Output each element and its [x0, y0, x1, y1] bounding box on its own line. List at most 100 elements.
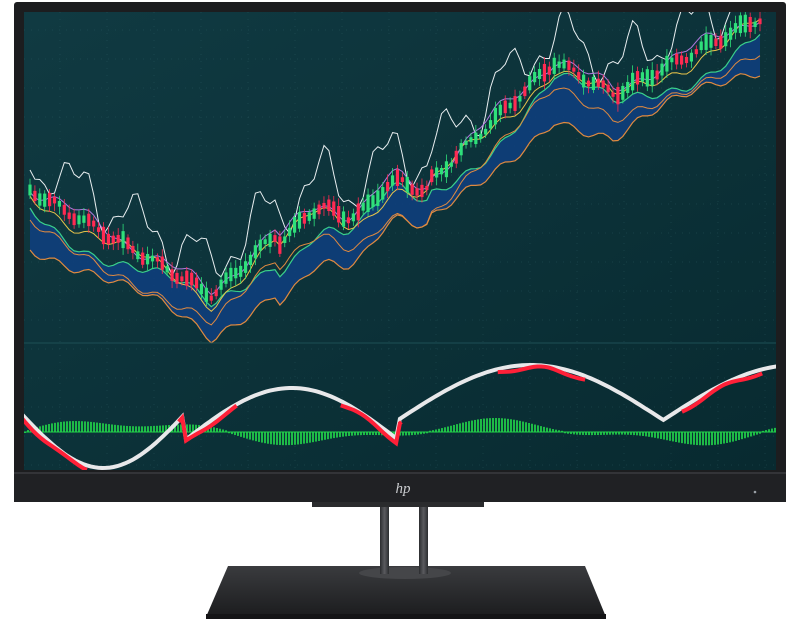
- histogram-bar: [771, 428, 773, 432]
- candle-body: [258, 239, 262, 251]
- candle-body: [479, 133, 483, 139]
- candle-body: [62, 204, 66, 215]
- candle-body: [439, 168, 444, 175]
- candle-body: [405, 176, 409, 193]
- candle-body: [273, 235, 277, 242]
- candle-body: [758, 18, 762, 25]
- histogram-bar: [600, 432, 602, 435]
- histogram-bar: [498, 418, 500, 432]
- histogram-bar: [150, 426, 152, 432]
- candle-body: [204, 287, 208, 302]
- histogram-bar: [138, 426, 140, 432]
- histogram-bar: [588, 432, 590, 436]
- histogram-bar: [570, 432, 572, 435]
- candle-body: [307, 212, 311, 221]
- screen-content: [24, 12, 776, 470]
- histogram-bar: [279, 432, 281, 446]
- white-price-line: [29, 12, 731, 278]
- histogram-bar: [462, 422, 464, 432]
- histogram-bar: [648, 432, 650, 437]
- candle-body: [665, 55, 669, 72]
- candle-body: [302, 212, 306, 224]
- histogram-bar: [630, 432, 632, 435]
- histogram-bar: [63, 421, 65, 432]
- candle-body: [234, 267, 238, 279]
- histogram-bar: [153, 425, 155, 432]
- histogram-bar: [189, 424, 191, 432]
- histogram-bar: [420, 432, 422, 435]
- histogram-bar: [315, 432, 317, 442]
- candle-body: [675, 53, 679, 65]
- candle-body: [616, 87, 620, 105]
- histogram-bar: [318, 432, 320, 441]
- candle-body: [547, 66, 551, 75]
- candle-body: [684, 56, 689, 64]
- histogram-bar: [678, 432, 680, 443]
- histogram-bar: [117, 425, 119, 432]
- histogram-bar: [687, 432, 689, 445]
- histogram-bar: [546, 427, 548, 432]
- candle-body: [180, 276, 184, 282]
- candle-body: [562, 59, 566, 69]
- histogram-bar: [675, 432, 677, 443]
- histogram-bar: [513, 419, 515, 432]
- candle-body: [430, 169, 434, 183]
- candle-body: [96, 227, 101, 232]
- histogram-bar: [255, 432, 257, 442]
- histogram-bar: [177, 424, 179, 432]
- candle-body: [689, 52, 694, 62]
- histogram-bar: [615, 432, 617, 435]
- candle-body: [92, 220, 96, 227]
- candle-body: [278, 236, 282, 254]
- histogram-bar: [234, 432, 236, 435]
- candle-body: [444, 161, 449, 178]
- histogram-bar: [531, 423, 533, 432]
- histogram-bar: [114, 424, 116, 432]
- histogram-bar: [510, 419, 512, 432]
- histogram-bar: [39, 426, 41, 432]
- histogram-bar: [696, 432, 698, 446]
- histogram-bar: [105, 423, 107, 432]
- histogram-bar: [723, 432, 725, 444]
- candle-body: [425, 186, 429, 191]
- monitor-chin-highlight: [14, 472, 786, 474]
- candle-body: [410, 184, 414, 195]
- candle-body: [484, 128, 488, 135]
- histogram-bar: [210, 426, 212, 432]
- candle-body: [322, 202, 326, 209]
- histogram-bar: [732, 432, 734, 442]
- candle-body: [263, 239, 267, 245]
- histogram-bar: [720, 432, 722, 445]
- histogram-bar: [249, 432, 251, 440]
- histogram-bar: [447, 426, 449, 432]
- candle-body: [719, 35, 723, 49]
- candle-body: [508, 102, 512, 109]
- candle-body: [209, 295, 213, 301]
- candle-body: [420, 184, 424, 198]
- histogram-bar: [645, 432, 647, 437]
- histogram-bar: [465, 421, 467, 432]
- histogram-bar: [345, 432, 347, 437]
- histogram-bar: [759, 432, 761, 434]
- monitor-screen: [24, 12, 776, 470]
- histogram-bar: [246, 432, 248, 439]
- candle-body: [288, 227, 292, 237]
- histogram-bar: [96, 422, 98, 432]
- histogram-bar: [327, 432, 329, 440]
- histogram-bar: [42, 425, 44, 432]
- histogram-bar: [606, 432, 608, 435]
- candle-body: [248, 254, 253, 266]
- histogram-bar: [711, 432, 713, 446]
- cloud-edge-upper: [29, 33, 761, 308]
- histogram-bar: [597, 432, 599, 435]
- histogram-bar: [360, 432, 362, 436]
- histogram-bar: [162, 425, 164, 432]
- candle-body: [371, 195, 375, 207]
- histogram-bar: [471, 420, 473, 432]
- candle-body: [155, 257, 159, 262]
- candle-body: [518, 96, 522, 102]
- histogram-bar: [489, 418, 491, 432]
- histogram-bar: [393, 432, 395, 436]
- candle-body: [498, 104, 502, 116]
